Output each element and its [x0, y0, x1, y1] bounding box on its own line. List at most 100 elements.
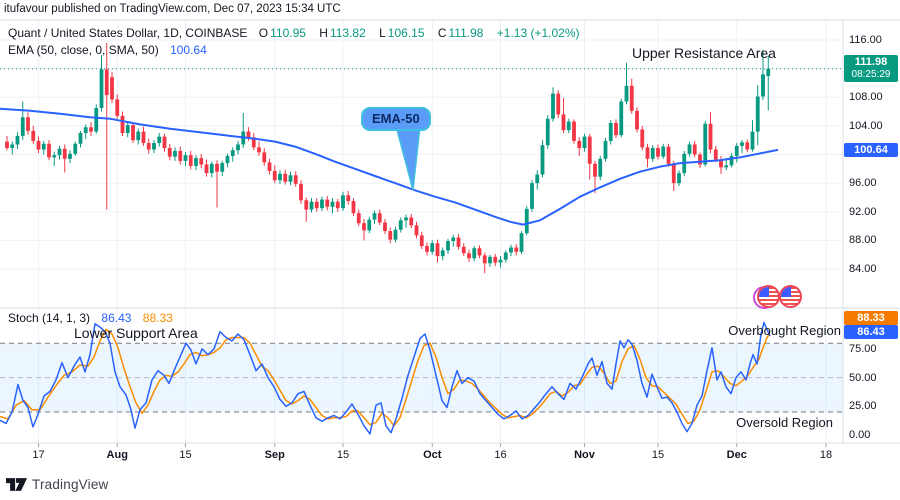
candle-body — [482, 255, 487, 264]
tradingview-logo[interactable]: TradingView — [6, 477, 109, 492]
candle-body — [278, 173, 282, 181]
candle-body — [467, 253, 471, 259]
candle-body — [624, 85, 629, 102]
candle-body — [477, 248, 482, 256]
price-axis-label: 92.00 — [849, 205, 877, 218]
oversold-region-label[interactable]: Oversold Region — [736, 415, 833, 430]
candle-body — [598, 158, 603, 177]
candle-body — [671, 163, 676, 184]
candle-body — [183, 155, 188, 161]
candle-body — [10, 144, 15, 149]
candle-body — [755, 96, 760, 132]
time-axis-label: 15 — [651, 449, 665, 461]
candle-body — [188, 155, 193, 166]
stoch-k-badge: 86.43 — [844, 325, 898, 339]
candle-body — [572, 121, 576, 141]
time-axis-label: Nov — [574, 449, 595, 461]
stoch-d-value: 88.33 — [142, 311, 173, 325]
upper-resistance-label[interactable]: Upper Resistance Area — [632, 45, 776, 61]
us-flag-icon[interactable] — [779, 285, 802, 308]
us-flag-icon[interactable] — [757, 285, 780, 308]
ema-legend-label: EMA (50, close, 0, SMA, 50) — [8, 43, 159, 57]
candle-body — [52, 155, 57, 158]
candle-body — [524, 208, 529, 234]
ema-legend[interactable]: EMA (50, close, 0, SMA, 50) 100.64 — [8, 43, 209, 57]
candle-body — [120, 115, 125, 134]
candle-body — [566, 121, 571, 131]
candle-body — [719, 159, 723, 168]
candle-body — [267, 162, 272, 171]
candle-body — [330, 201, 335, 207]
candle-body — [26, 117, 30, 131]
candle-body — [629, 85, 634, 111]
candle-body — [257, 147, 261, 153]
candle-body — [404, 217, 408, 221]
candle-body — [125, 125, 130, 134]
price-axis-label: 104.00 — [849, 119, 883, 132]
candle-body — [530, 183, 534, 209]
candle-body — [419, 235, 424, 247]
candle-body — [687, 144, 692, 154]
candle-body — [83, 127, 88, 134]
candle-body — [230, 150, 235, 156]
ema-value-badge: 100.64 — [844, 143, 898, 157]
candle-body — [734, 145, 739, 156]
candle-body — [47, 143, 51, 158]
bar-countdown: 08:25:29 — [851, 69, 891, 80]
candle-body — [356, 213, 361, 224]
candle-body — [136, 131, 141, 141]
candle-body — [5, 141, 9, 149]
overbought-region-label[interactable]: Overbought Region — [728, 323, 841, 338]
stoch-d-line — [0, 328, 771, 427]
candle-body — [141, 131, 146, 144]
candle-body — [62, 148, 67, 159]
ohlc-high: H 113.82 — [319, 26, 366, 40]
time-axis-label: Sep — [264, 449, 285, 461]
candle-body — [708, 123, 713, 150]
change-value: +1.13 (+1.02%) — [496, 26, 580, 40]
candle-body — [314, 201, 319, 209]
time-axis-label: Dec — [726, 449, 747, 461]
candle-body — [698, 154, 702, 165]
candle-body — [556, 93, 561, 115]
ema-legend-value: 100.64 — [170, 43, 207, 57]
candle-body — [178, 150, 183, 161]
candle-body — [110, 77, 114, 100]
candle-body — [131, 125, 135, 141]
candle-body — [320, 199, 324, 209]
candle-body — [640, 129, 645, 148]
candle-body — [341, 195, 345, 209]
candle-body — [645, 147, 650, 159]
candle-body — [346, 195, 351, 202]
candle-body — [545, 118, 550, 146]
candle-body — [68, 153, 72, 159]
candle-body — [435, 243, 440, 257]
price-axis-label: 88.00 — [849, 234, 877, 247]
tradingview-logo-text: TradingView — [32, 477, 109, 492]
candle-body — [414, 225, 419, 236]
candle-body — [745, 142, 750, 150]
stoch-k-value: 86.43 — [101, 311, 132, 325]
stoch-axis-label: 0.00 — [849, 429, 871, 441]
ohlc-close: C 111.98 — [437, 26, 484, 40]
candle-body — [225, 155, 230, 164]
symbol-legend[interactable]: Quant / United States Dollar, 1D, COINBA… — [8, 26, 582, 40]
ohlc-open: O 110.95 — [258, 26, 306, 40]
candle-body — [299, 183, 303, 201]
candle-body — [561, 114, 566, 131]
candle-body — [167, 148, 172, 157]
candle-body — [362, 223, 366, 231]
lower-support-label[interactable]: Lower Support Area — [74, 325, 198, 341]
candle-body — [393, 229, 398, 240]
candle-body — [104, 69, 109, 96]
last-price-value: 111.98 — [854, 56, 888, 68]
stoch-legend[interactable]: Stoch (14, 1, 3) 86.43 88.33 — [8, 311, 175, 325]
stoch-k-line — [0, 321, 771, 435]
candle-body — [388, 231, 393, 240]
candle-body — [666, 146, 671, 164]
price-axis-label: 96.00 — [849, 177, 877, 190]
ema-callout[interactable]: EMA-50 — [361, 107, 431, 131]
candle-body — [593, 163, 597, 177]
